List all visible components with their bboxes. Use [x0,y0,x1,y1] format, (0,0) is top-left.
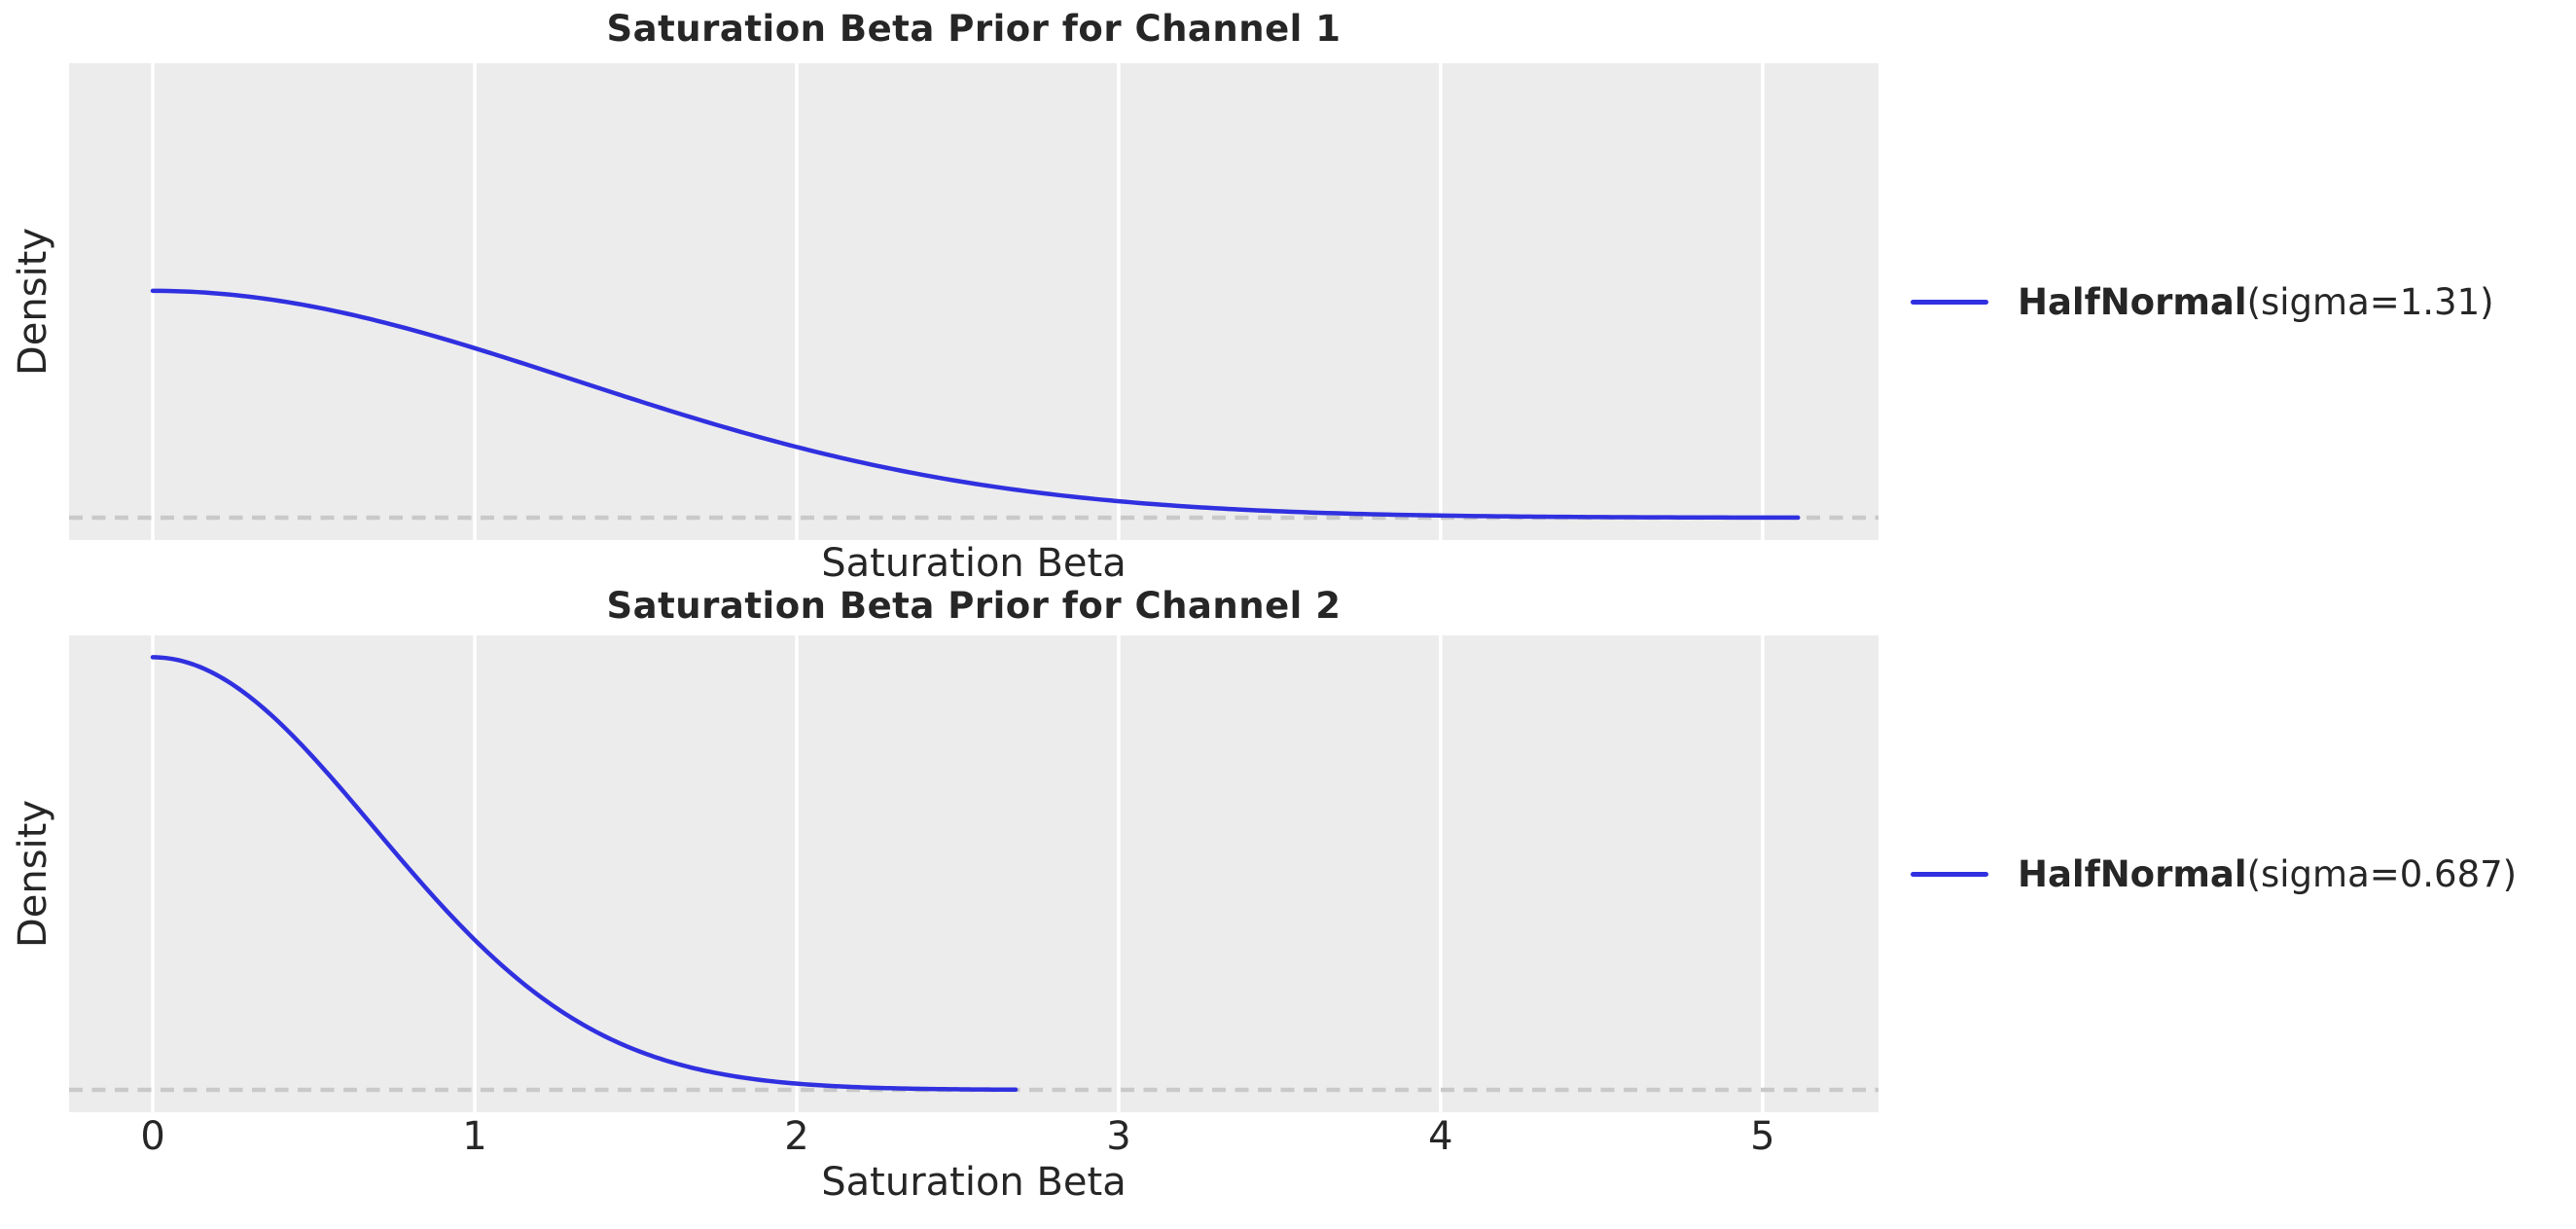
legend-distribution-params-1: (sigma=1.31) [2246,280,2494,323]
x-tick-label: 0 [140,1114,165,1159]
y-axis-label-wrap-2: Density [8,635,58,1112]
density-plot-svg-channel-2 [69,635,1878,1112]
x-tick-label: 3 [1106,1114,1131,1159]
x-tick-label: 2 [784,1114,809,1159]
y-axis-label-wrap-1: Density [8,63,58,540]
density-plot-svg-channel-1 [69,63,1878,540]
x-axis-label-2: Saturation Beta [821,1160,1127,1205]
legend-distribution-name-2: HalfNormal [2018,852,2247,895]
legend-line-icon [1911,299,1988,305]
legend-label-2: HalfNormal(sigma=0.687) [2018,853,2517,895]
x-tick-label: 4 [1428,1114,1453,1159]
plot-title-channel-1: Saturation Beta Prior for Channel 1 [606,8,1342,50]
plot-title-channel-2: Saturation Beta Prior for Channel 2 [606,585,1342,627]
x-axis-label-1: Saturation Beta [821,541,1127,586]
legend-channel-1: HalfNormal(sigma=1.31) [1911,276,2494,327]
x-axis-tick-row: 0 1 2 3 4 5 [0,1115,2576,1158]
density-curve [150,655,1019,1093]
density-curve [150,288,1801,521]
x-tick-label: 5 [1750,1114,1775,1159]
legend-distribution-name-1: HalfNormal [2018,280,2247,323]
plot-area-channel-1 [69,63,1878,540]
legend-line-icon [1911,871,1988,877]
legend-label-1: HalfNormal(sigma=1.31) [2018,281,2494,323]
y-axis-label-2: Density [11,799,56,949]
x-tick-label: 1 [462,1114,487,1159]
y-axis-label-1: Density [11,227,56,377]
legend-distribution-params-2: (sigma=0.687) [2246,852,2518,895]
legend-channel-2: HalfNormal(sigma=0.687) [1911,849,2517,899]
plot-area-channel-2 [69,635,1878,1112]
